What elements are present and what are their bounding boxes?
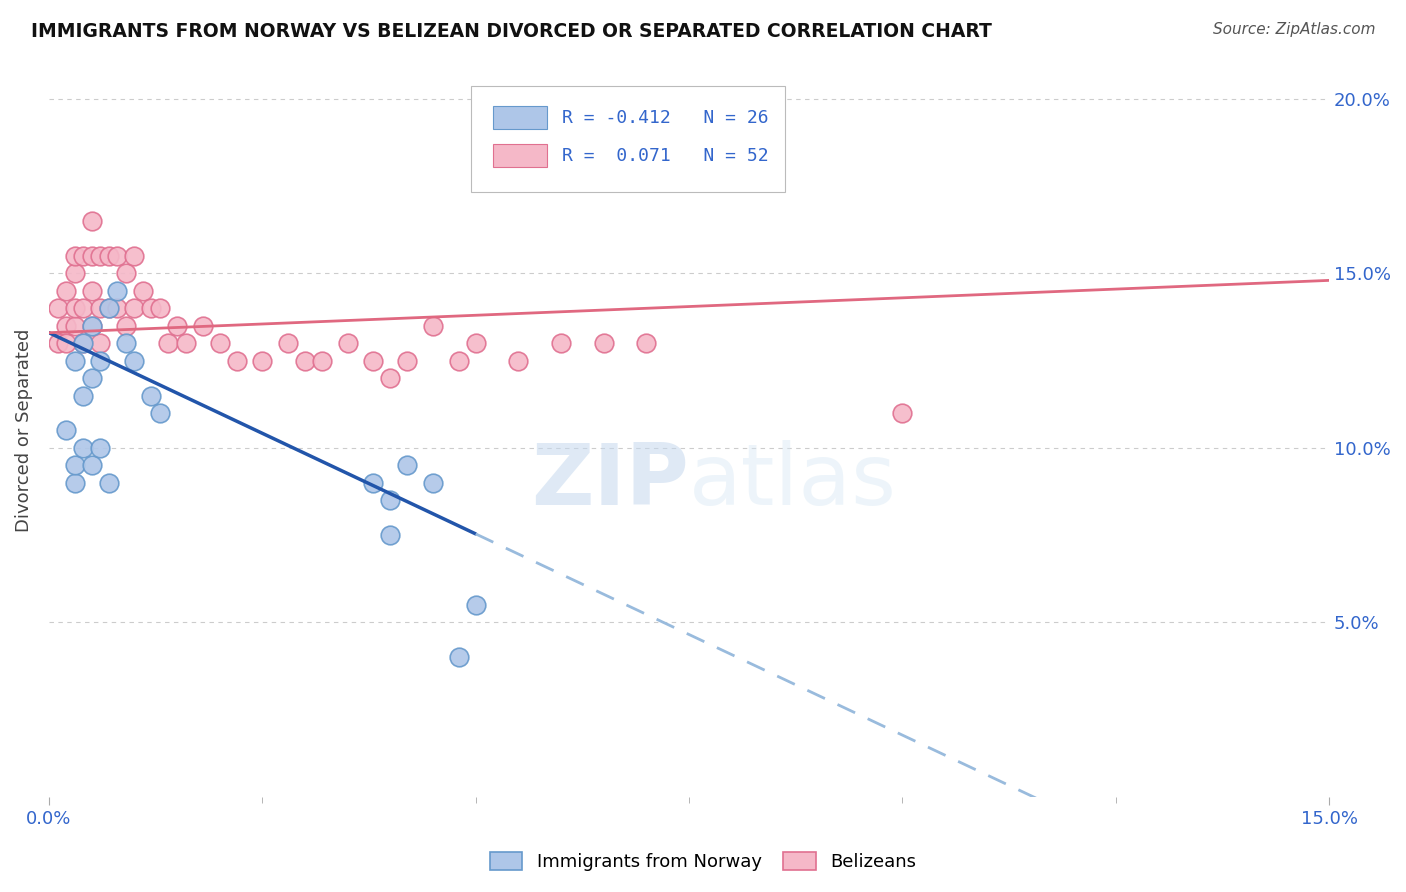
Point: [141, 388, 163, 402]
Point: [380, 493, 402, 508]
Point: [252, 353, 274, 368]
Point: [294, 353, 316, 368]
Point: [550, 336, 572, 351]
Point: [46, 336, 69, 351]
Point: [63, 301, 86, 316]
Point: [80, 458, 103, 473]
Text: Source: ZipAtlas.com: Source: ZipAtlas.com: [1212, 22, 1375, 37]
Point: [89, 249, 111, 263]
Point: [80, 318, 103, 333]
Point: [80, 249, 103, 263]
Point: [380, 528, 402, 542]
Point: [311, 353, 333, 368]
Point: [80, 371, 103, 385]
Point: [508, 353, 530, 368]
Point: [63, 249, 86, 263]
Point: [89, 441, 111, 455]
Point: [105, 301, 128, 316]
Point: [124, 249, 146, 263]
Point: [336, 336, 359, 351]
Point: [208, 336, 231, 351]
Point: [124, 301, 146, 316]
Legend: Immigrants from Norway, Belizeans: Immigrants from Norway, Belizeans: [482, 846, 924, 879]
Point: [80, 284, 103, 298]
FancyBboxPatch shape: [494, 144, 547, 168]
Text: R =  0.071   N = 52: R = 0.071 N = 52: [562, 146, 769, 165]
Point: [89, 301, 111, 316]
Text: ZIP: ZIP: [531, 440, 689, 524]
Point: [114, 267, 136, 281]
Point: [191, 318, 214, 333]
Text: atlas: atlas: [689, 440, 897, 524]
Point: [72, 388, 94, 402]
Y-axis label: Divorced or Separated: Divorced or Separated: [15, 329, 32, 533]
Point: [97, 301, 120, 316]
Point: [132, 284, 155, 298]
Point: [636, 336, 658, 351]
Point: [63, 353, 86, 368]
Point: [97, 249, 120, 263]
Point: [89, 336, 111, 351]
Point: [166, 318, 188, 333]
Point: [124, 353, 146, 368]
Point: [114, 318, 136, 333]
Point: [114, 336, 136, 351]
Point: [141, 301, 163, 316]
Point: [891, 406, 914, 420]
Point: [80, 214, 103, 228]
Point: [592, 336, 614, 351]
Point: [97, 301, 120, 316]
Point: [105, 249, 128, 263]
Point: [464, 598, 486, 612]
Point: [55, 424, 77, 438]
Point: [422, 475, 444, 490]
Point: [97, 475, 120, 490]
Point: [149, 301, 172, 316]
Point: [277, 336, 299, 351]
Point: [422, 318, 444, 333]
Point: [89, 353, 111, 368]
Point: [447, 650, 470, 665]
Point: [105, 284, 128, 298]
Point: [63, 475, 86, 490]
Point: [46, 301, 69, 316]
Text: IMMIGRANTS FROM NORWAY VS BELIZEAN DIVORCED OR SEPARATED CORRELATION CHART: IMMIGRANTS FROM NORWAY VS BELIZEAN DIVOR…: [31, 22, 991, 41]
Point: [396, 353, 419, 368]
Point: [55, 318, 77, 333]
Point: [174, 336, 197, 351]
Point: [63, 318, 86, 333]
FancyBboxPatch shape: [471, 86, 785, 193]
Point: [225, 353, 247, 368]
Point: [63, 458, 86, 473]
Text: R = -0.412   N = 26: R = -0.412 N = 26: [562, 109, 769, 127]
Point: [149, 406, 172, 420]
Point: [80, 318, 103, 333]
Point: [72, 249, 94, 263]
FancyBboxPatch shape: [494, 106, 547, 129]
Point: [72, 336, 94, 351]
Point: [447, 353, 470, 368]
Point: [72, 441, 94, 455]
Point: [380, 371, 402, 385]
Point: [361, 353, 384, 368]
Point: [464, 336, 486, 351]
Point: [72, 336, 94, 351]
Point: [72, 301, 94, 316]
Point: [361, 475, 384, 490]
Point: [55, 336, 77, 351]
Point: [63, 267, 86, 281]
Point: [157, 336, 180, 351]
Point: [396, 458, 419, 473]
Point: [55, 284, 77, 298]
